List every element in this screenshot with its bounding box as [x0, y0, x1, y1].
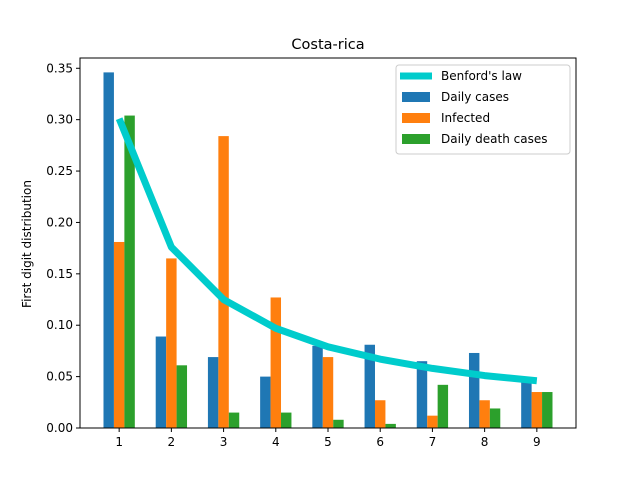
bar-1-7: [416, 361, 428, 428]
bar-2-1: [113, 241, 125, 428]
bars-layer: [103, 72, 553, 429]
legend-label-series-2: Infected: [441, 111, 490, 125]
y-axis-label: First digit distribution: [20, 180, 34, 308]
bar-3-7: [437, 384, 449, 428]
bar-1-3: [207, 357, 219, 428]
x-tick-label-4: 4: [272, 435, 280, 449]
x-tick-label-9: 9: [533, 435, 541, 449]
bar-3-4: [281, 412, 292, 428]
y-tick-label-0: 0.00: [46, 421, 73, 435]
bar-1-6: [364, 344, 375, 428]
y-tick-label-7: 0.35: [46, 61, 73, 75]
y-tick-label-1: 0.05: [46, 370, 73, 384]
bar-3-6: [385, 423, 396, 428]
bar-2-5: [322, 357, 334, 428]
x-tick-label-3: 3: [220, 435, 228, 449]
legend: Benford's law Daily cases Infected Daily de…: [395, 64, 571, 155]
bar-2-3: [218, 136, 229, 429]
legend-label-benford: Benford's law: [441, 69, 522, 83]
legend-swatch-series-2: [402, 113, 430, 123]
y-tick-label-2: 0.10: [46, 318, 73, 332]
bar-1-1: [103, 72, 114, 428]
axes-layer: 1 2 3 4 5 6 7 8 9 0.00 0.05 0.10 0.15 0.20 0.25 0.30 0.3…: [46, 57, 577, 449]
bar-2-2: [166, 258, 177, 428]
legend-box: [395, 64, 571, 155]
bar-3-2: [176, 365, 188, 428]
bar-1-5: [312, 345, 323, 428]
bar-1-2: [155, 336, 167, 428]
x-tick-label-8: 8: [481, 435, 489, 449]
x-tick-label-1: 1: [115, 435, 123, 449]
y-tick-label-6: 0.30: [46, 113, 73, 127]
benford-line-layer: [115, 117, 538, 385]
y-tick-label-3: 0.15: [46, 267, 73, 281]
bar-1-4: [260, 376, 271, 428]
benford-line: [115, 117, 538, 385]
legend-swatch-series-3: [402, 134, 430, 144]
bar-3-1: [124, 115, 135, 428]
legend-label-series-1: Daily cases: [441, 90, 509, 104]
bar-3-3: [228, 412, 240, 428]
bar-2-6: [374, 400, 386, 428]
x-tick-label-2: 2: [168, 435, 176, 449]
x-tick-label-6: 6: [376, 435, 384, 449]
bar-2-8: [479, 400, 490, 428]
y-tick-label-5: 0.25: [46, 164, 73, 178]
bar-3-9: [542, 392, 553, 428]
y-tick-label-4: 0.20: [46, 215, 73, 229]
bar-2-7: [427, 415, 438, 428]
bar-2-9: [531, 392, 543, 428]
legend-swatch-series-1: [402, 92, 430, 102]
bar-3-5: [333, 419, 344, 428]
bar-3-8: [489, 408, 501, 428]
bar-2-4: [270, 297, 282, 428]
x-tick-label-5: 5: [324, 435, 332, 449]
bar-1-9: [521, 381, 532, 428]
legend-label-series-3: Daily death cases: [441, 132, 548, 146]
chart-title: Costa-rica: [291, 37, 364, 53]
bar-1-8: [468, 352, 480, 428]
x-tick-label-7: 7: [429, 435, 437, 449]
